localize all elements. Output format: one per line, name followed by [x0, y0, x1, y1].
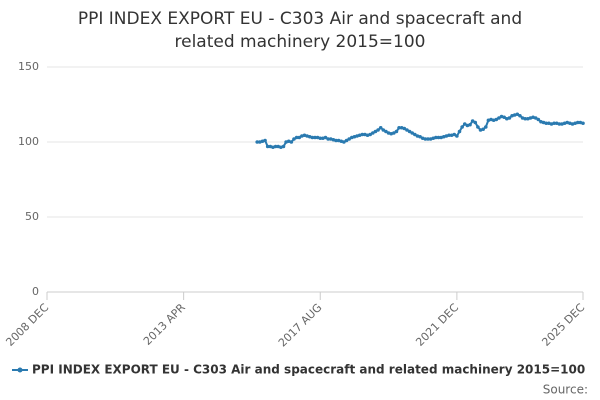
- x-tick-label: 2013 APR: [141, 301, 188, 348]
- point: [294, 135, 299, 140]
- point: [405, 128, 409, 132]
- point: [452, 132, 457, 137]
- point: [418, 134, 422, 139]
- point: [457, 129, 462, 134]
- point: [373, 129, 378, 134]
- point: [394, 129, 399, 134]
- point: [376, 128, 380, 132]
- point: [381, 128, 386, 132]
- chart-title: PPI INDEX EXPORT EU - C303 Air and space…: [78, 9, 522, 29]
- point: [518, 113, 522, 118]
- point: [410, 131, 415, 135]
- point: [483, 125, 488, 129]
- point: [342, 140, 346, 144]
- y-tick-label: 100: [18, 135, 39, 148]
- point: [533, 116, 538, 120]
- point: [407, 129, 412, 134]
- point: [575, 120, 580, 125]
- point: [460, 125, 464, 129]
- point: [378, 125, 383, 130]
- point: [581, 121, 585, 126]
- point: [281, 144, 286, 149]
- point: [426, 137, 430, 141]
- point: [289, 140, 294, 144]
- point: [507, 116, 512, 120]
- point: [334, 138, 338, 143]
- point: [344, 138, 349, 143]
- point: [318, 136, 323, 141]
- source: Source:: [543, 383, 588, 397]
- point: [455, 134, 459, 138]
- point: [515, 112, 520, 117]
- point: [292, 137, 296, 141]
- y-tick-label: 50: [25, 210, 39, 223]
- point: [392, 131, 396, 135]
- point: [313, 135, 317, 140]
- x-tick-label: 2008 DEC: [3, 301, 51, 349]
- y-tick-label: 0: [32, 285, 39, 298]
- point: [265, 144, 270, 149]
- point: [476, 125, 480, 129]
- point: [497, 116, 501, 120]
- legend-marker: [17, 367, 23, 373]
- point: [347, 137, 351, 141]
- point: [447, 133, 451, 138]
- point: [470, 119, 475, 123]
- x-tick-label: 2021 DEC: [413, 301, 461, 349]
- point: [326, 137, 330, 141]
- point: [360, 132, 365, 137]
- point: [436, 135, 441, 140]
- point: [481, 127, 485, 132]
- point: [384, 129, 388, 134]
- x-tick-label: 2017 AUG: [276, 301, 325, 350]
- point: [323, 135, 328, 140]
- y-tick-label: 150: [18, 60, 39, 73]
- point: [494, 117, 499, 122]
- point: [468, 122, 472, 127]
- point: [368, 132, 372, 137]
- point: [523, 116, 527, 121]
- point: [310, 135, 315, 140]
- point: [552, 121, 556, 126]
- point: [536, 117, 541, 122]
- point: [462, 122, 467, 126]
- point: [473, 120, 478, 125]
- point: [434, 135, 438, 140]
- point: [297, 135, 302, 140]
- point: [263, 138, 267, 143]
- point: [557, 122, 562, 126]
- point: [402, 126, 407, 131]
- point: [397, 125, 401, 130]
- x-tick-label: 2025 DEC: [539, 301, 587, 349]
- point: [544, 121, 549, 126]
- point: [413, 132, 417, 137]
- point: [255, 140, 259, 144]
- point: [423, 137, 428, 141]
- point: [371, 131, 375, 135]
- chart-title: related machinery 2015=100: [175, 32, 426, 52]
- point: [273, 144, 278, 149]
- point: [502, 115, 506, 120]
- legend-label: PPI INDEX EXPORT EU - C303 Air and space…: [32, 363, 585, 377]
